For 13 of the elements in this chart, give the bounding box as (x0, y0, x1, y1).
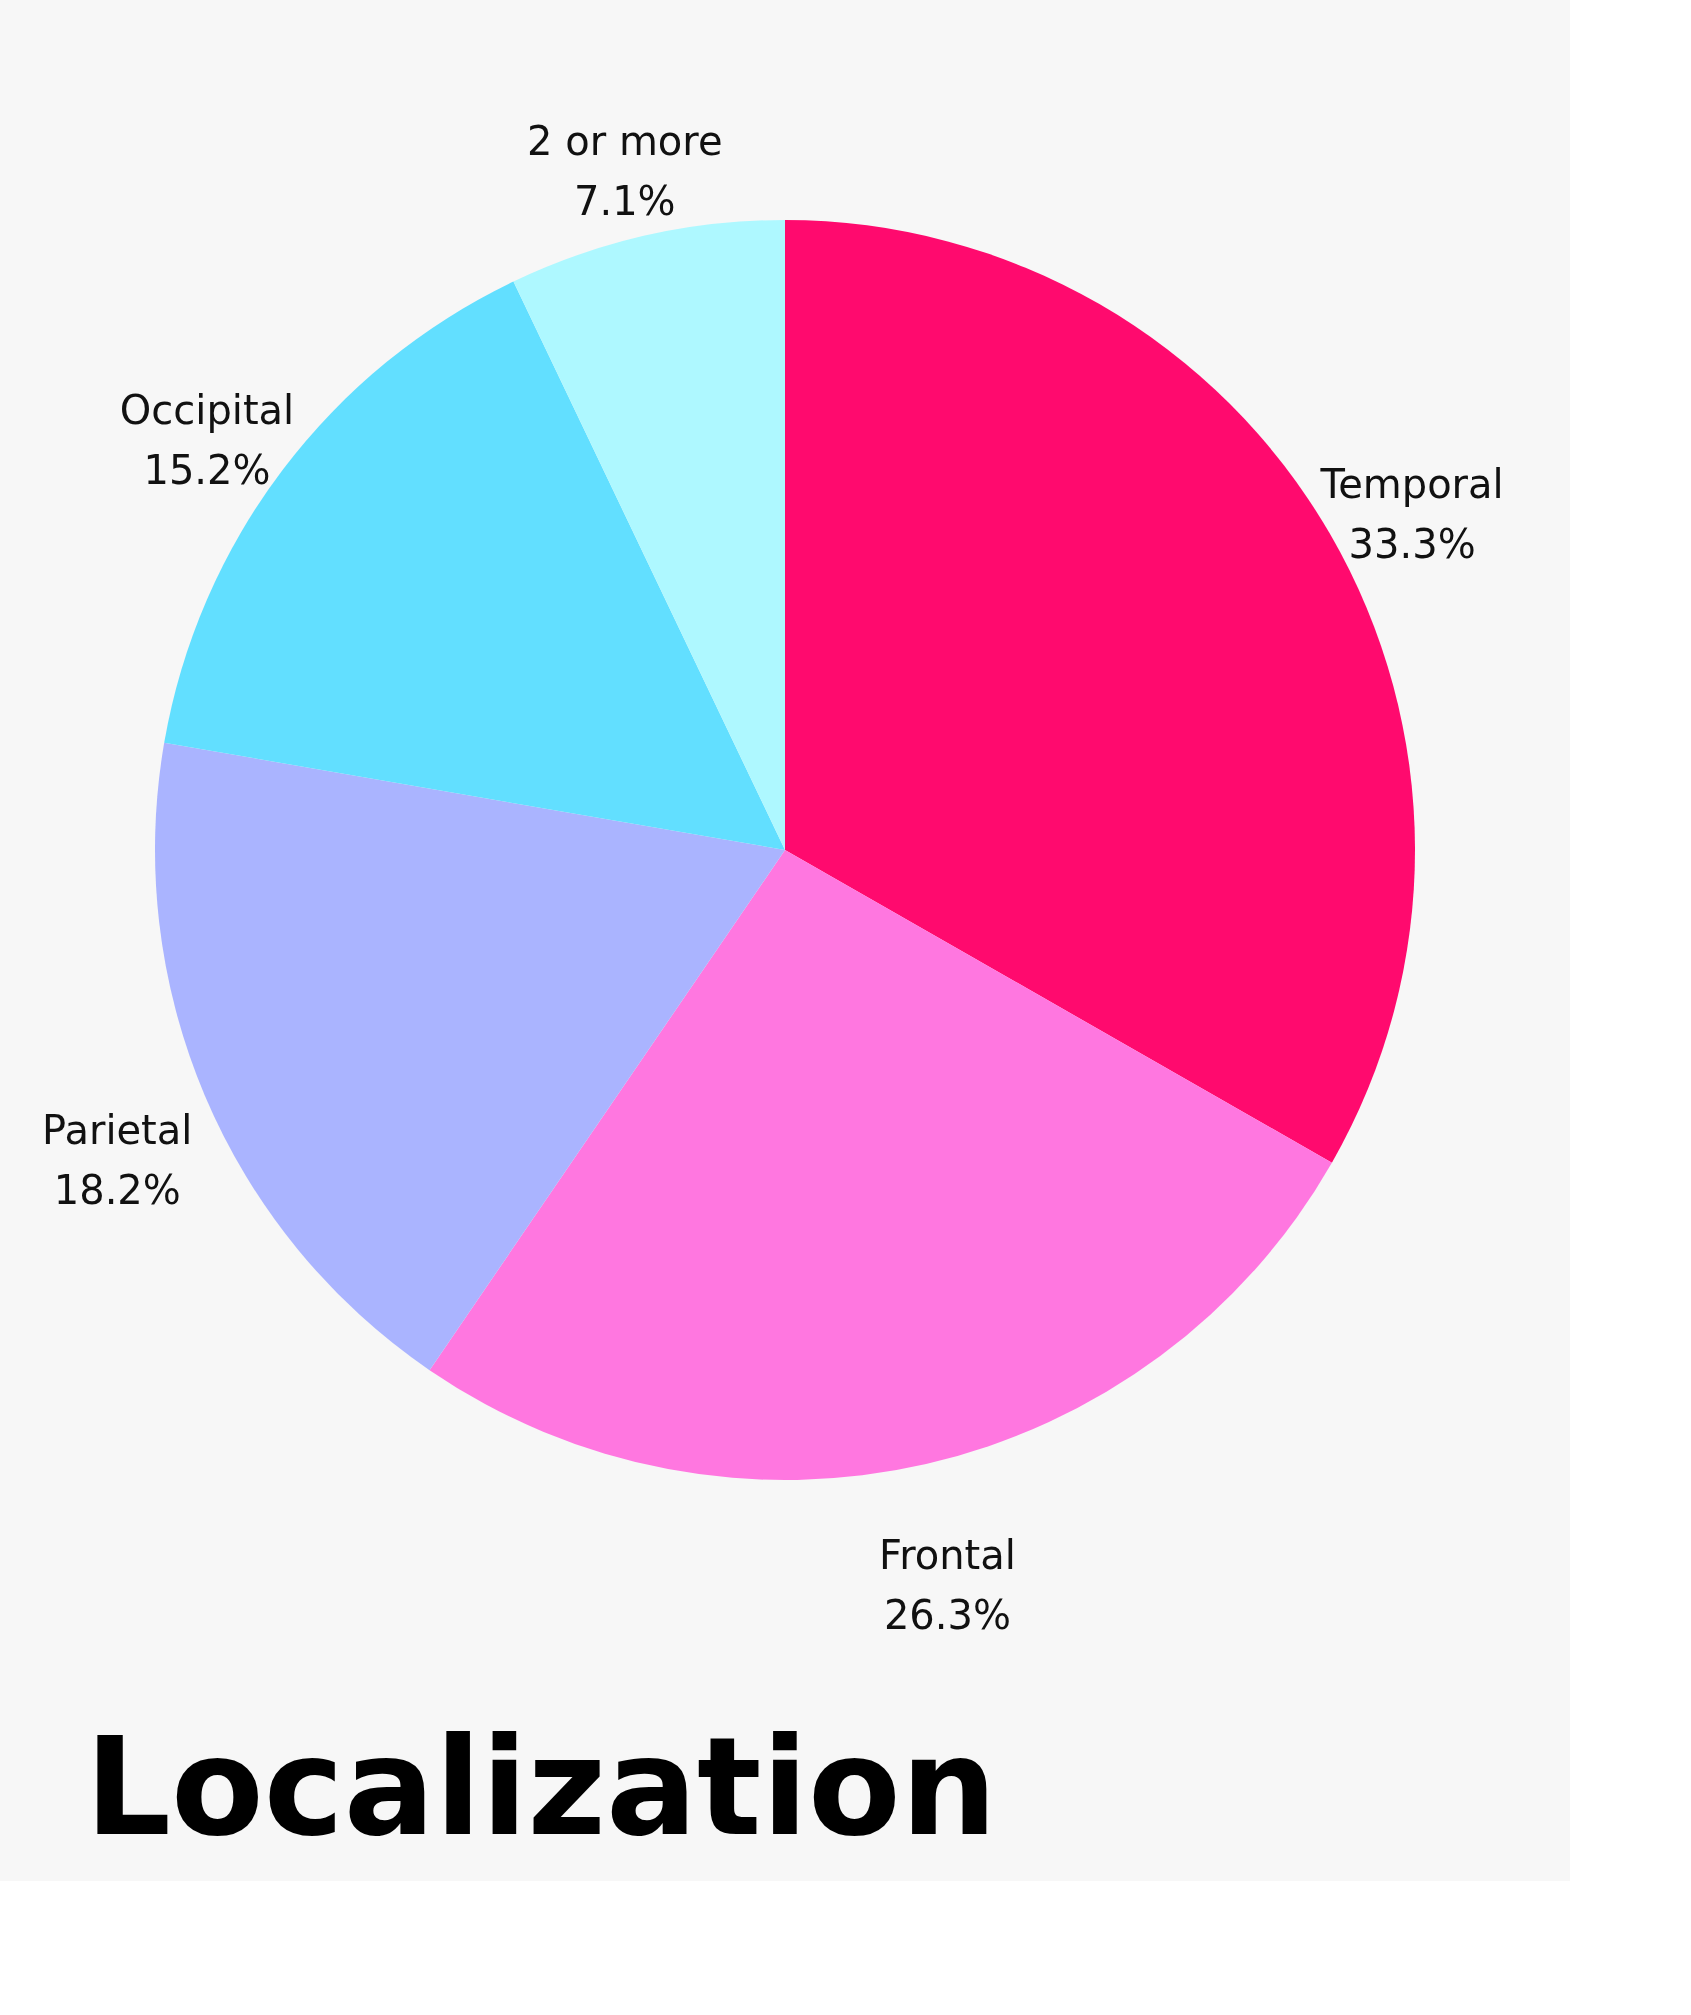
text: Localization (85, 1708, 997, 1866)
slice-label: Frontal (879, 1531, 1016, 1578)
data-label: 7.1% (573, 177, 676, 224)
data-label: 15.2% (143, 447, 271, 494)
slice-label: Temporal (1319, 461, 1504, 508)
slice-label: Parietal (42, 1107, 193, 1154)
data-label: 33.3% (1348, 521, 1476, 568)
pie-slice (429, 850, 1332, 1480)
data-label: 26.3% (883, 1591, 1011, 1638)
slice-label: 2 or more (527, 117, 723, 164)
slice-label: Occipital (119, 387, 295, 434)
data-label: 18.2% (53, 1167, 181, 1214)
pie-slice (513, 220, 785, 850)
